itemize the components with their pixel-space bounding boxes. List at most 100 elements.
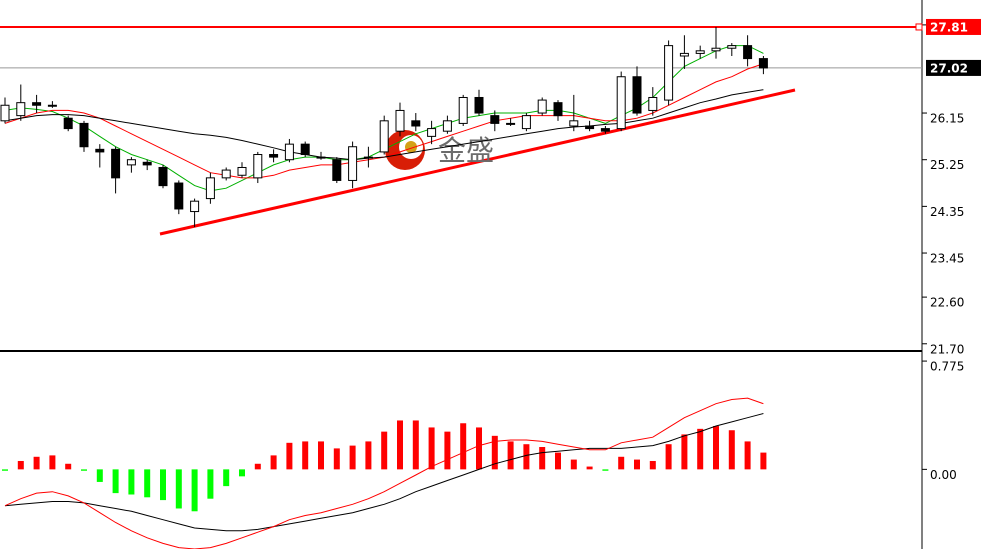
macd-bar: [128, 469, 135, 495]
macd-bar: [318, 441, 324, 470]
candle-body: [600, 128, 610, 132]
macd-bar: [507, 441, 514, 470]
macd-bar: [207, 469, 214, 499]
y-tick-label: 0.775: [930, 360, 964, 374]
macd-bar: [397, 420, 403, 470]
macd-bar: [523, 444, 530, 470]
candle-body: [237, 166, 247, 176]
candle-body: [126, 159, 136, 166]
candle-body: [664, 45, 674, 101]
macd-bar: [539, 447, 546, 470]
y-tick-label: 0.00: [930, 468, 957, 482]
candle-body: [32, 102, 42, 106]
macd-bar: [144, 469, 151, 498]
candle-body: [743, 45, 753, 60]
macd-bar: [697, 428, 704, 470]
macd-bar: [760, 452, 767, 470]
macd-bar: [428, 427, 435, 470]
candle-body: [363, 156, 373, 159]
candle-body: [395, 109, 405, 132]
candle-body: [490, 115, 500, 124]
candle-body: [284, 143, 294, 161]
candle-body: [427, 128, 437, 137]
candle-body: [332, 159, 342, 181]
candle-body: [537, 99, 547, 114]
price-label-box: [926, 59, 981, 76]
candle-body: [411, 120, 421, 127]
candle-body: [711, 47, 721, 52]
macd-bar: [81, 469, 87, 471]
candle-body: [379, 120, 389, 153]
watermark-text: 金盛: [438, 134, 494, 167]
macd-bar: [191, 469, 198, 512]
candle-body: [221, 169, 231, 179]
candle-body: [95, 148, 105, 153]
candle-body: [585, 125, 595, 130]
candle-body: [553, 102, 563, 117]
candle-body: [348, 146, 358, 181]
candle-body: [79, 122, 89, 148]
candle-body: [695, 50, 705, 54]
candle-body: [0, 104, 10, 122]
candle-body: [569, 120, 579, 127]
macd-bar: [570, 459, 577, 470]
candle-body: [190, 200, 200, 213]
candle-body: [111, 148, 121, 179]
candle-body: [727, 45, 737, 49]
y-tick-label: 22.60: [930, 296, 964, 310]
candle-body: [758, 58, 768, 69]
macd-bar: [112, 469, 119, 494]
candle-body: [158, 166, 168, 187]
macd-bar: [2, 469, 8, 471]
candle-body: [269, 154, 279, 158]
macd-bar: [555, 452, 561, 470]
candle-body: [648, 96, 658, 111]
macd-bar: [476, 427, 482, 470]
candle-body: [506, 122, 516, 125]
macd-bar: [96, 469, 103, 482]
macd-bar: [665, 444, 672, 470]
macd-bar: [365, 441, 372, 470]
price-label: 27.02: [930, 61, 968, 75]
trend-line: [159, 88, 796, 236]
candle-body: [521, 115, 531, 130]
macd-bar: [713, 426, 719, 470]
macd-bar: [175, 469, 182, 509]
candle-body: [632, 76, 642, 114]
macd-bar: [491, 435, 498, 470]
macd-bar: [460, 423, 467, 470]
macd-bar: [634, 459, 640, 470]
y-tick-label: 24.35: [930, 205, 964, 219]
candle-body: [142, 161, 152, 166]
macd-bar: [160, 469, 166, 501]
indicator-line: [4, 89, 764, 161]
indicator-line: [4, 397, 764, 549]
macd-bar: [333, 448, 340, 470]
price-label-box: [926, 18, 981, 35]
candle-body: [316, 156, 326, 159]
macd-bar: [586, 466, 593, 470]
macd-bar: [444, 431, 451, 470]
macd-bar: [65, 463, 72, 470]
macd-bar: [649, 460, 656, 470]
macd-bar: [681, 434, 688, 470]
candle-body: [442, 120, 452, 132]
y-tick-label: 21.70: [930, 342, 964, 356]
macd-bar: [602, 469, 609, 471]
candle-body: [16, 102, 26, 117]
candle-body: [253, 154, 263, 179]
macd-bar: [270, 455, 277, 470]
price-marker: [915, 23, 923, 31]
y-tick-label: 26.15: [930, 112, 964, 126]
macd-bar: [286, 442, 293, 470]
logo-dot: [405, 141, 417, 153]
macd-bar: [618, 456, 625, 470]
price-label: 27.81: [930, 20, 968, 34]
candle-body: [616, 76, 626, 130]
y-tick-label: 23.45: [930, 252, 964, 266]
candle-body: [679, 52, 689, 57]
candle-body: [63, 117, 73, 130]
macd-bar: [17, 460, 24, 470]
candle-body: [47, 104, 57, 107]
